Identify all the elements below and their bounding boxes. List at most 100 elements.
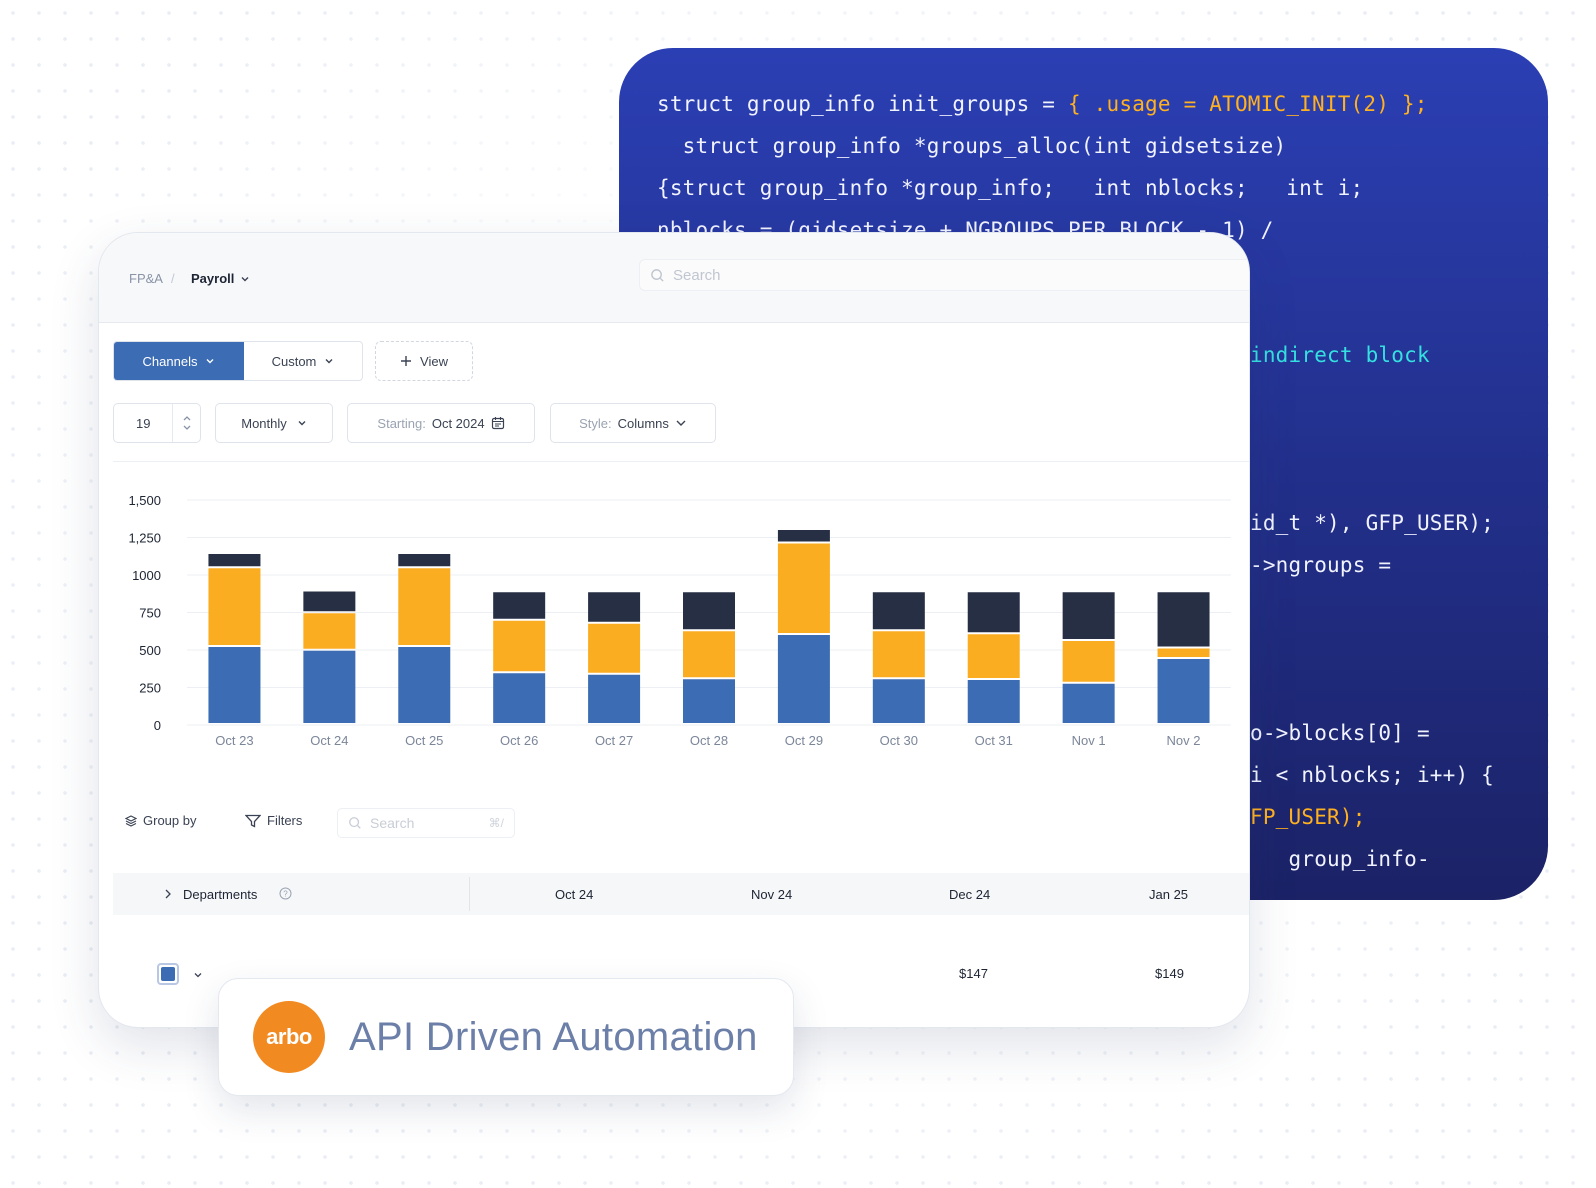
x-tick-label: Oct 30 (880, 733, 918, 748)
help-icon[interactable]: ? (279, 887, 292, 900)
x-tick-label: Nov 2 (1167, 733, 1201, 748)
chevron-down-icon (676, 420, 686, 426)
code-line-7: ->ngroups = (1250, 553, 1392, 577)
x-tick-label: Oct 27 (595, 733, 633, 748)
departments-header[interactable]: Departments (183, 887, 258, 902)
app-window: FP&A / Payroll Search Channels Custom Vi… (98, 232, 1250, 1028)
chevron-down-icon[interactable] (182, 424, 192, 432)
filters-label: Filters (267, 813, 303, 828)
stepper-arrows[interactable] (172, 404, 200, 442)
chevron-down-icon (325, 359, 333, 364)
x-tick-label: Oct 24 (310, 733, 348, 748)
plus-icon (401, 356, 412, 366)
add-view-label: View (420, 353, 448, 369)
column-header[interactable]: Oct 24 (555, 887, 594, 902)
layers-icon (125, 814, 137, 827)
svg-text:?: ? (283, 890, 288, 899)
x-tick-label: Oct 28 (690, 733, 728, 748)
bar-segment (588, 592, 641, 622)
chart-style-select[interactable]: Style: Columns (550, 403, 716, 443)
bar-segment (872, 679, 925, 723)
bar-segment (683, 631, 735, 678)
calendar-icon (491, 417, 504, 430)
group-by-button[interactable]: Group by (125, 813, 196, 828)
chevron-down-icon (241, 276, 249, 281)
filters-button[interactable]: Filters (245, 813, 302, 828)
y-tick-label: 0 (154, 718, 161, 733)
code-line-2: struct group_info *groups_alloc(int gids… (657, 134, 1287, 158)
column-divider (469, 877, 470, 911)
breadcrumb-root[interactable]: FP&A (129, 271, 163, 286)
column-header[interactable]: Dec 24 (949, 887, 991, 902)
y-tick-label: 1000 (132, 568, 161, 583)
bar-segment (683, 679, 735, 723)
bar-segment (208, 568, 261, 645)
column-header[interactable]: Jan 25 (1149, 887, 1189, 902)
code-line-9: i < nblocks; i++) { (1250, 763, 1495, 787)
table-search-placeholder: Search (370, 815, 415, 831)
bar-segment (872, 592, 925, 630)
search-placeholder: Search (673, 266, 721, 284)
group-by-label: Group by (143, 813, 197, 828)
table-cell: $149 (1155, 966, 1184, 981)
bar-segment (967, 634, 1020, 678)
column-header[interactable]: Nov 24 (751, 887, 793, 902)
add-view-button[interactable]: View (375, 341, 473, 381)
breadcrumb-current[interactable]: Payroll (191, 271, 250, 286)
chevron-down-icon (298, 421, 306, 426)
y-tick-label: 750 (139, 606, 161, 621)
tab-channels[interactable]: Channels (114, 342, 244, 380)
feature-badge: arbo API Driven Automation (218, 978, 794, 1096)
code-line-3: {struct group_info *group_info; int nblo… (657, 176, 1364, 200)
start-date-value: Oct 2024 (431, 415, 485, 431)
bar-segment (1062, 592, 1115, 639)
y-tick-label: 1,500 (128, 493, 161, 508)
bar-segment (777, 635, 830, 723)
chevron-right-icon[interactable] (163, 888, 173, 900)
style-value: Columns (617, 415, 669, 431)
chevron-down-icon (206, 359, 214, 364)
table-header: Departments ? Oct 24 Nov 24 Dec 24 Jan 2… (113, 873, 1249, 915)
bar-segment (588, 623, 641, 673)
bar-segment (493, 592, 546, 619)
bar-segment (967, 680, 1020, 723)
code-line-5: indirect block (1250, 343, 1430, 367)
row-checkbox[interactable] (157, 963, 179, 985)
bar-segment (493, 673, 546, 723)
bar-segment (777, 530, 830, 542)
y-tick-label: 1,250 (128, 531, 161, 546)
start-date-label: Starting: (377, 415, 426, 431)
tab-custom[interactable]: Custom (244, 342, 362, 380)
bar-segment (1157, 592, 1210, 647)
search-icon (651, 268, 664, 282)
bar-segment (588, 674, 641, 723)
bar-segment (493, 620, 546, 672)
start-date-picker[interactable]: Starting: Oct 2024 (347, 403, 535, 443)
x-tick-label: Oct 25 (405, 733, 443, 748)
breadcrumb-separator: / (171, 271, 175, 286)
code-line-1: struct group_info init_groups = { .usage… (657, 92, 1428, 116)
style-label: Style: (579, 415, 612, 431)
x-tick-label: Oct 29 (785, 733, 823, 748)
bar-segment (303, 591, 356, 612)
search-input[interactable]: Search (639, 259, 1249, 291)
bar-segment (683, 592, 735, 630)
count-stepper[interactable]: 19 (113, 403, 201, 443)
bar-segment (1157, 659, 1210, 723)
breadcrumb-current-label: Payroll (191, 271, 235, 286)
code-line-8: o->blocks[0] = (1250, 721, 1430, 745)
bar-segment (872, 631, 925, 678)
period-value: Monthly (241, 415, 287, 431)
x-tick-label: Oct 31 (975, 733, 1013, 748)
tab-channels-label: Channels (142, 353, 198, 369)
search-icon (349, 817, 361, 829)
bar-segment (1157, 648, 1210, 657)
chevron-down-icon[interactable] (193, 970, 203, 980)
badge-title: API Driven Automation (349, 1015, 758, 1059)
period-select[interactable]: Monthly (215, 403, 333, 443)
x-tick-label: Oct 23 (215, 733, 253, 748)
table-search-input[interactable]: Search ⌘/ (337, 808, 515, 838)
y-tick-label: 250 (139, 681, 161, 696)
chevron-up-icon[interactable] (182, 414, 192, 422)
code-line-11: group_info- (1250, 847, 1430, 871)
